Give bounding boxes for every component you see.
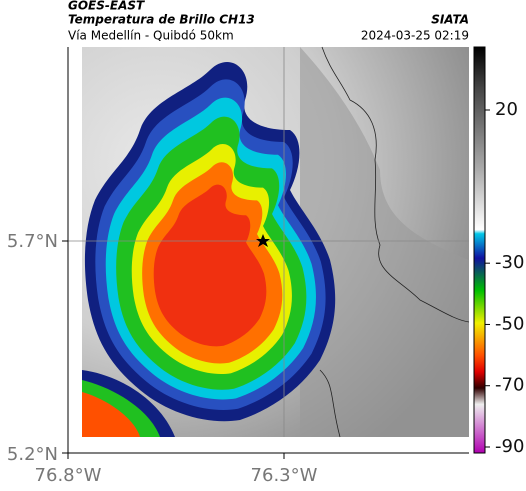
lon-label: 76.8°W	[35, 465, 102, 486]
satellite-image	[68, 46, 470, 438]
timestamp: 2024-03-25 02:19	[361, 29, 469, 43]
lat-label: 5.2°N	[7, 444, 58, 465]
agency: SIATA	[431, 13, 469, 27]
colorbar-label: -50	[495, 313, 524, 334]
region: Vía Medellín - Quibdó 50km	[68, 29, 234, 43]
colorbar-ticks: 20 -30 -50 -70 -90	[485, 99, 524, 457]
colorbar-label: -90	[495, 436, 524, 457]
lat-label: 5.7°N	[7, 231, 58, 252]
colorbar-label: -30	[495, 252, 524, 273]
source: GOES-EAST	[68, 0, 145, 13]
lon-label: 76.3°W	[251, 465, 318, 486]
colorbar-label: -70	[495, 375, 524, 396]
colorbar-label: 20	[495, 99, 518, 120]
location-marker	[256, 234, 270, 247]
colorbar	[473, 46, 486, 454]
axes	[62, 47, 469, 459]
product: Temperatura de Brillo CH13	[68, 13, 255, 27]
